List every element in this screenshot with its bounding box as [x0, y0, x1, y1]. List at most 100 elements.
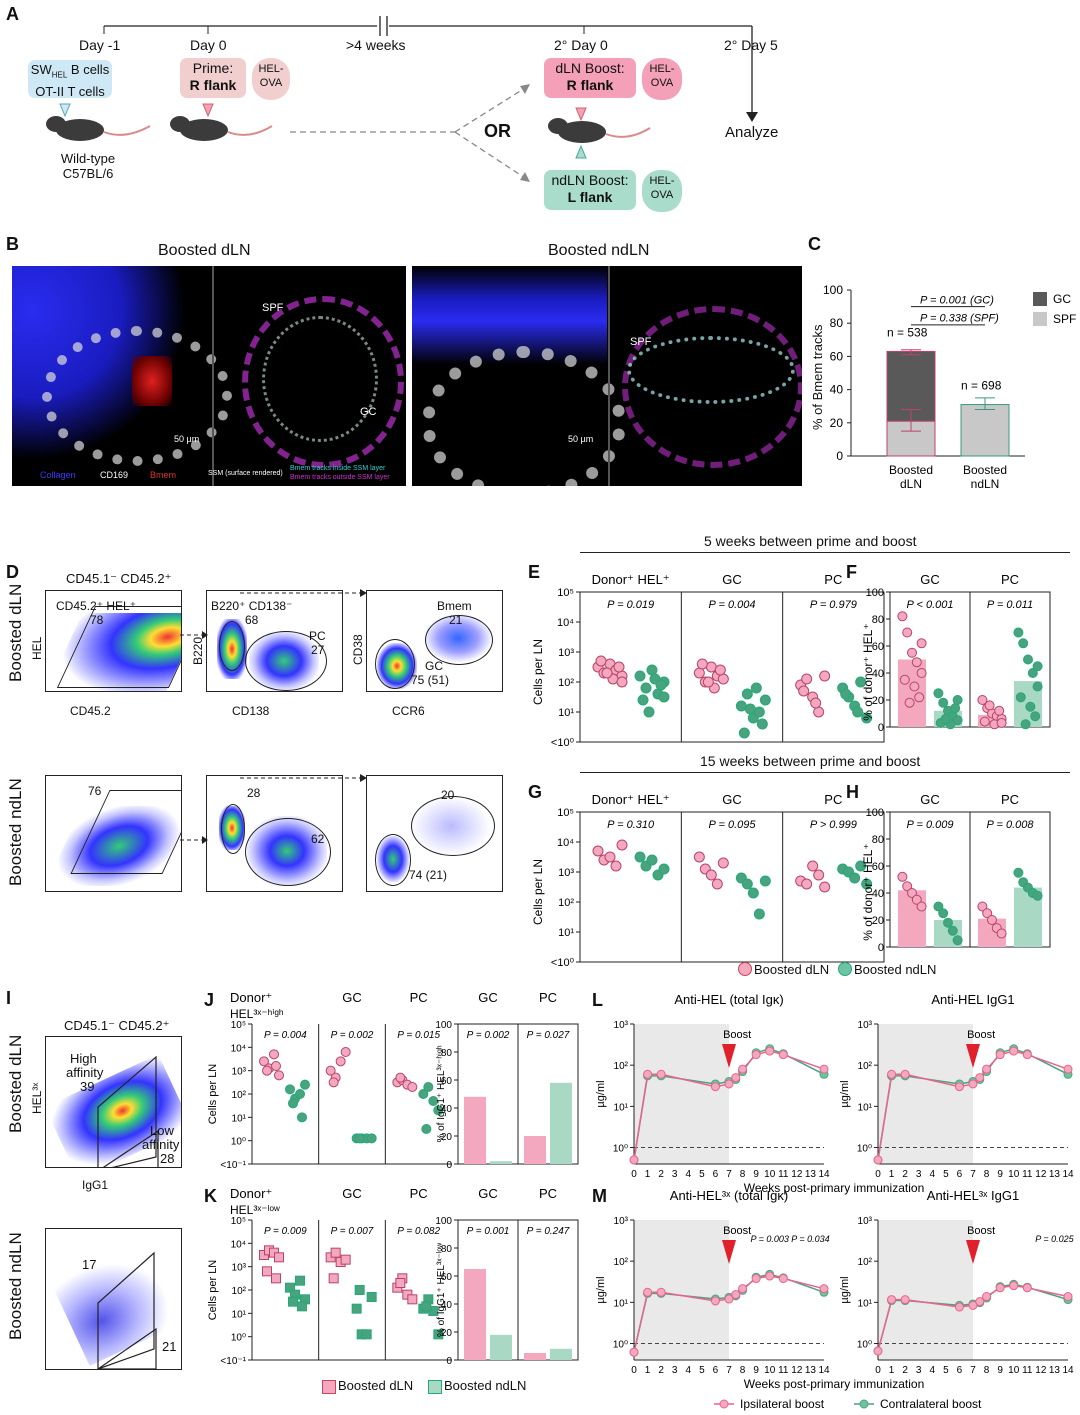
- m1-point: [731, 1290, 741, 1300]
- l1-boost-label: Boost: [723, 1029, 751, 1041]
- g-ytick-label: 10¹: [558, 927, 574, 939]
- d-ax-ccr6: CCR6: [392, 704, 425, 718]
- k2-ytick-label: 60: [441, 1272, 453, 1283]
- k-dot: [295, 1275, 305, 1286]
- e-dot: [744, 703, 756, 715]
- panel-label-i: I: [6, 988, 12, 1008]
- d-gc-name: GC: [425, 659, 443, 673]
- j-dot: [407, 1082, 418, 1092]
- k-title: Donor⁺: [230, 1186, 272, 1201]
- f-dot: [916, 668, 927, 678]
- d-pc-val: 27: [311, 643, 325, 657]
- c-legend-gc: GC: [1053, 292, 1071, 306]
- k-dot: [421, 1301, 432, 1312]
- j-dot: [274, 1070, 284, 1081]
- panel-label-h: H: [846, 782, 859, 802]
- j-dot: [395, 1072, 406, 1083]
- m1-point: [724, 1294, 734, 1304]
- legend-contra: Contralateral boost: [880, 1397, 982, 1411]
- k-ytick-label: 10⁵: [231, 1216, 246, 1227]
- f-dot: [938, 697, 949, 708]
- m1-xtick-label: 11: [778, 1365, 789, 1376]
- panel-label-f: F: [846, 562, 857, 582]
- m2-xtick-label: 6: [957, 1365, 963, 1376]
- m1-xtick-label: 5: [699, 1365, 705, 1376]
- l2-point: [873, 1155, 883, 1165]
- k-group: GC: [342, 1186, 362, 1201]
- g-dot: [646, 854, 658, 866]
- j2-ytick-label: 0: [446, 1160, 452, 1171]
- legend-ndln: Boosted ndLN: [854, 962, 937, 977]
- e-ytick-label: 10²: [558, 677, 574, 689]
- c-ylabel: % of Bmem tracks: [810, 324, 825, 430]
- d-gate-arrow-4: [240, 774, 367, 782]
- l1-xtick-label: 11: [778, 1169, 789, 1180]
- legend-inside: Bmem tracks inside SSM layer: [290, 465, 386, 472]
- e-dot: [637, 694, 649, 706]
- j-dot: [328, 1077, 339, 1088]
- j-dot: [418, 1089, 429, 1099]
- f-dot: [940, 713, 951, 724]
- e-ytick-label: 10³: [558, 647, 574, 659]
- f-ytick-label: 40: [872, 668, 884, 680]
- e-ytick-label: 10⁴: [557, 617, 574, 629]
- d-ax-hel: HEL: [30, 636, 44, 660]
- m1-point: [629, 1347, 639, 1357]
- l2-xtick-label: 1: [889, 1169, 895, 1180]
- i-r2-high-val: 17: [82, 1257, 97, 1272]
- m1-boost-marker: [722, 1240, 736, 1264]
- panel-label-l: L: [592, 990, 603, 1010]
- k2-group: PC: [539, 1186, 557, 1201]
- l1-ytick-label: 10³: [614, 1020, 629, 1031]
- c-legend-gc-swatch: [1033, 292, 1047, 306]
- l2-xtick-label: 9: [997, 1169, 1003, 1180]
- m2-point: [995, 1283, 1005, 1293]
- antigen-badge-dln: HEL-OVA: [642, 58, 682, 100]
- f-pvalue: P = 0.011: [987, 599, 1033, 611]
- m1-ytick-label: 10³: [614, 1216, 629, 1227]
- g-dot: [717, 857, 729, 869]
- f-dot: [914, 692, 925, 703]
- f-dot: [1020, 719, 1031, 730]
- g-dot: [604, 851, 616, 863]
- imaging-title-dln: Boosted dLN: [158, 242, 251, 259]
- l1-xtick-label: 5: [699, 1169, 705, 1180]
- l1-point: [778, 1050, 788, 1060]
- l1-xtick-label: 10: [764, 1169, 776, 1180]
- j-ytick-label: 10⁵: [231, 1020, 246, 1031]
- m2-point: [954, 1302, 964, 1312]
- facs-d-6: 20 74 (21): [366, 775, 503, 892]
- i-ax-x: IgG1: [82, 1178, 109, 1192]
- g-dot: [813, 869, 825, 881]
- m2-boost-marker: [966, 1240, 980, 1264]
- label-gc: GC: [360, 406, 377, 418]
- panel-label-m: M: [592, 1186, 607, 1206]
- l2-xtick-label: 12: [1035, 1169, 1047, 1180]
- d-r2-gate2-val: 28: [247, 786, 261, 800]
- j-dot: [325, 1065, 336, 1076]
- m2-point: [873, 1346, 883, 1356]
- facs-d-2: B220⁺ CD138⁻ 68 PC 27: [206, 590, 343, 692]
- e-dot: [646, 664, 658, 676]
- m2-xtick-label: 8: [984, 1365, 990, 1376]
- mouse-label: Wild-type C57BL/6: [60, 151, 116, 181]
- m2-xtick-label: 9: [997, 1365, 1003, 1376]
- d-gate2-val: 68: [245, 613, 259, 627]
- facs-d-1: CD45.2⁺ HEL⁺ 78: [45, 590, 182, 692]
- m2-xtick-label: 7: [970, 1365, 976, 1376]
- f-dot: [909, 681, 920, 692]
- m1-point: [656, 1287, 666, 1297]
- g-ytick-label: <10⁰: [551, 957, 575, 969]
- m2-boost-label: Boost: [967, 1225, 995, 1237]
- f-dot: [1018, 638, 1029, 649]
- l1-xtick-label: 12: [791, 1169, 803, 1180]
- m2-point: [900, 1295, 910, 1305]
- j-ylabel: Cells per LN: [207, 1064, 219, 1125]
- c-ytick-label: 60: [830, 349, 844, 363]
- j2-bar: [550, 1082, 572, 1164]
- m2-xtick-label: 4: [930, 1365, 936, 1376]
- l1-xtick-label: 8: [740, 1169, 746, 1180]
- m2-point: [982, 1292, 992, 1302]
- j-dot: [262, 1065, 272, 1076]
- m2-ytick-label: 10³: [858, 1216, 873, 1227]
